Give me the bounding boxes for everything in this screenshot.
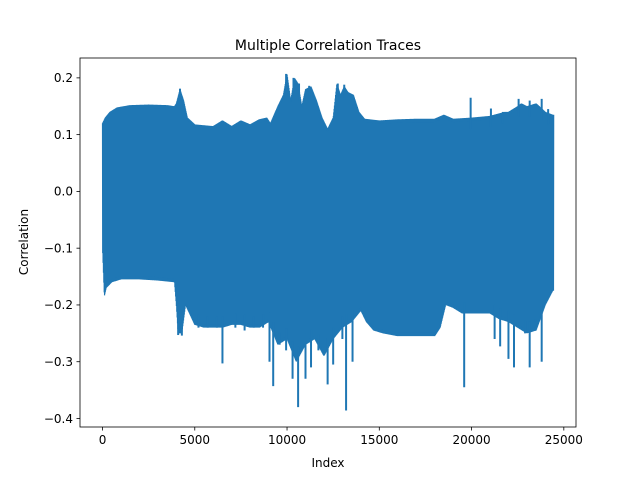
y-tick-label: −0.2 <box>44 298 73 312</box>
y-axis: 0.2 0.1 0.0 −0.1 −0.2 −0.3 −0.4 <box>44 71 80 426</box>
y-tick-label: −0.1 <box>44 241 73 255</box>
x-tick-label: 5000 <box>180 433 211 447</box>
series-0-band <box>102 80 554 358</box>
y-axis-label: Correlation <box>17 209 31 275</box>
y-tick-label: 0.0 <box>54 185 73 199</box>
y-tick-label: 0.1 <box>54 128 73 142</box>
x-axis: 0 5000 10000 15000 20000 25000 <box>99 427 583 447</box>
chart-title: Multiple Correlation Traces <box>235 38 421 54</box>
x-tick-label: 15000 <box>360 433 398 447</box>
trace-layer <box>101 73 555 411</box>
x-tick-label: 20000 <box>452 433 490 447</box>
series-0-trace <box>101 74 555 362</box>
x-tick-label: 10000 <box>268 433 306 447</box>
x-axis-label: Index <box>311 456 344 470</box>
y-tick-label: −0.4 <box>44 412 73 426</box>
x-tick-label: 0 <box>99 433 107 447</box>
y-tick-label: −0.3 <box>44 355 73 369</box>
y-tick-label: 0.2 <box>54 71 73 85</box>
x-tick-label: 25000 <box>545 433 583 447</box>
plot-frame <box>79 57 577 428</box>
